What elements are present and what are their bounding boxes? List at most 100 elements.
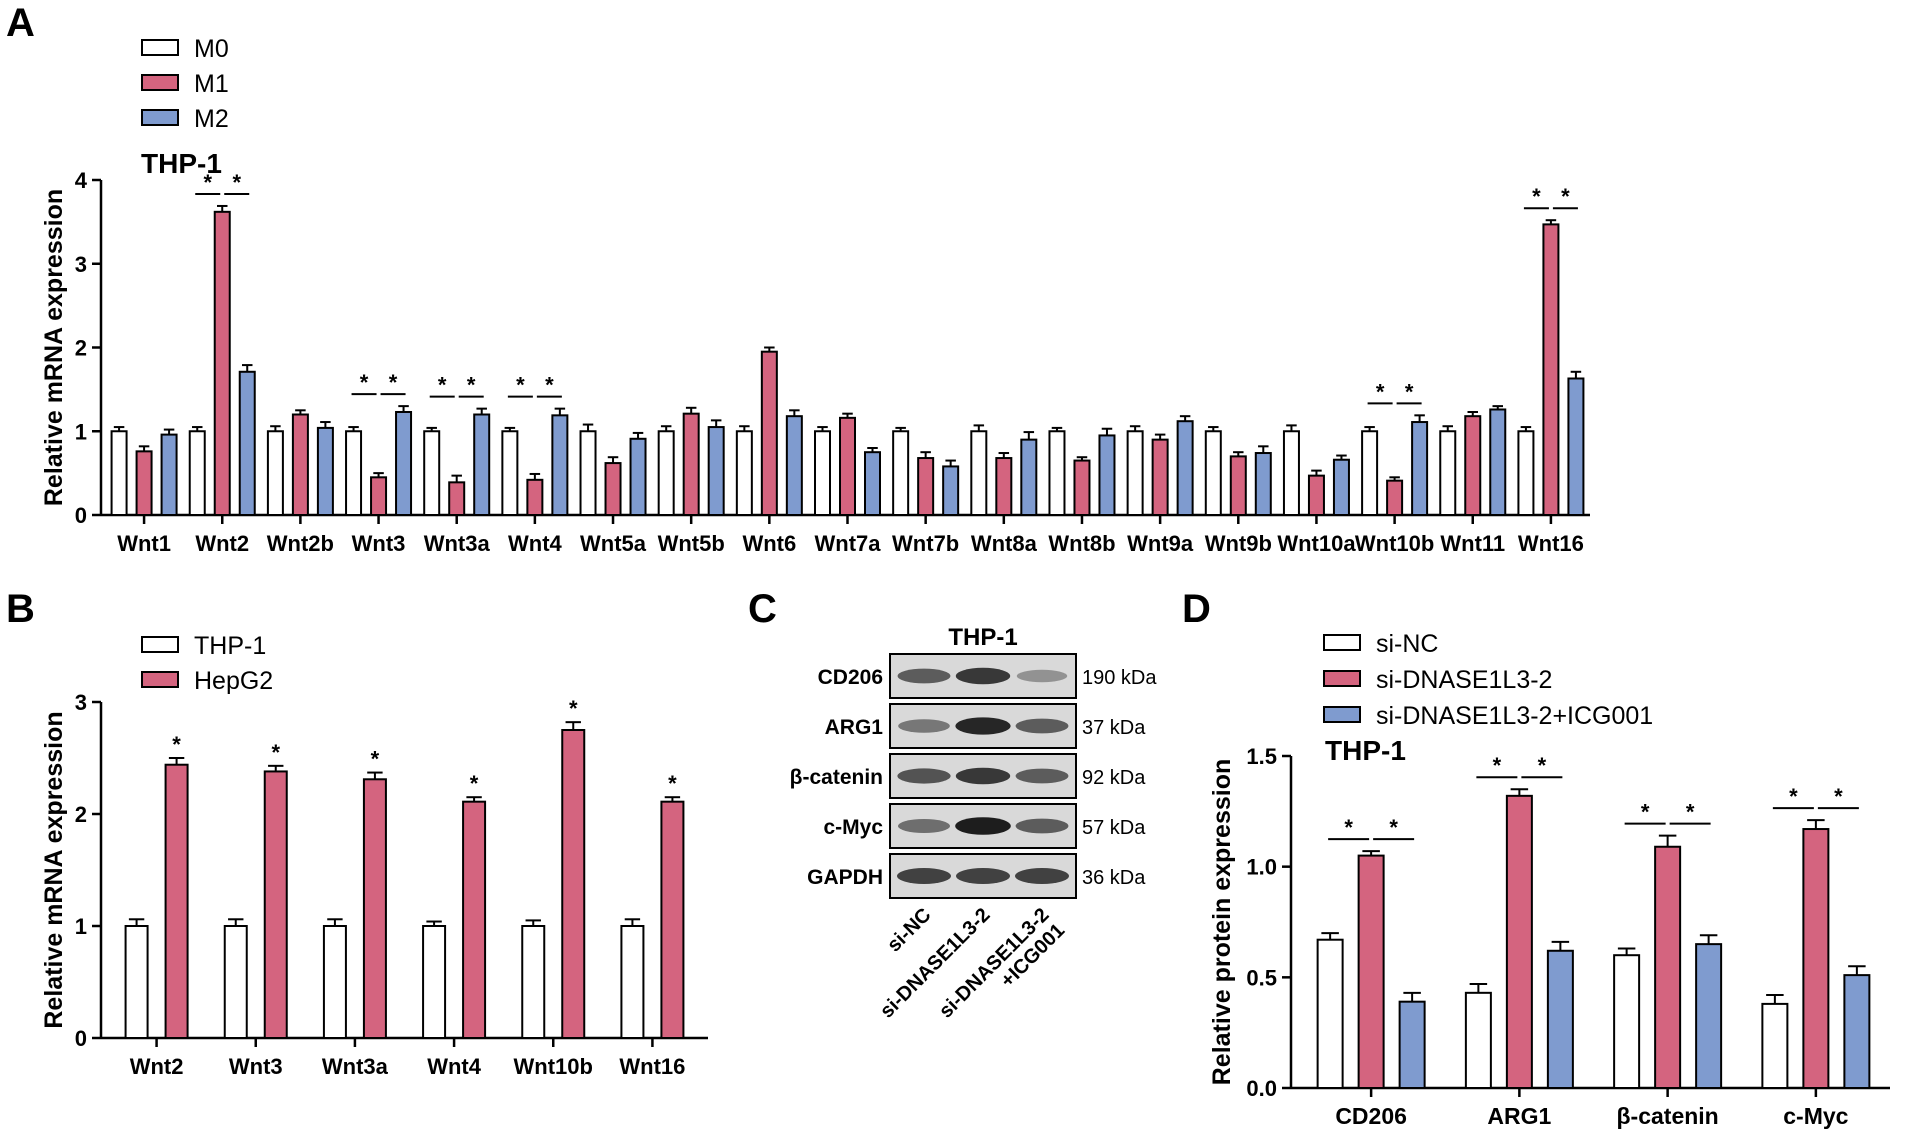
panel-c-western-blot: THP-1 CD206 190 kDa ARG1 37 kDa β-catenin 92 k… [790, 624, 1158, 1038]
blot-size-label: 92 kDa [1082, 767, 1146, 789]
panel-letter-d: D [1182, 587, 1211, 631]
blot-lane-label: si-DNASE1L3-2 [876, 904, 995, 1023]
bar-M1 [213, 210, 231, 516]
y-tick-label: 1.0 [1246, 855, 1277, 880]
bar-M0 [657, 430, 675, 516]
x-tick-label: Wnt8a [971, 531, 1038, 556]
x-tick-label: Wnt10b [1355, 531, 1434, 556]
bar-M2 [238, 370, 256, 516]
x-tick-label: β-catenin [1617, 1103, 1719, 1129]
x-tick-label: Wnt3a [322, 1054, 389, 1079]
bar-M0 [110, 430, 128, 516]
blot-band [897, 668, 951, 684]
x-tick-label: Wnt2b [267, 531, 334, 556]
significance-star: * [668, 771, 677, 796]
blot-band [956, 868, 1010, 884]
bar-M2 [473, 413, 491, 516]
bar-M1 [1229, 455, 1247, 516]
legend-swatch [1323, 670, 1361, 687]
bar-si-DNASE1L3-2 [1505, 794, 1533, 1090]
bar-M2 [160, 433, 178, 517]
bar-THP-1 [124, 925, 149, 1039]
x-tick-label: Wnt5b [658, 531, 725, 556]
panel-b-chart: 0 1 2 3 Relative mRNA expression Wnt2 Wnt3 Wnt3… [40, 632, 708, 1079]
blot-protein-label: GAPDH [807, 866, 883, 889]
bar-M0 [1204, 430, 1222, 516]
blot-band [955, 717, 1011, 735]
blot-band [1015, 818, 1069, 834]
blot-band [897, 768, 951, 784]
bar-M2 [1020, 438, 1038, 516]
bar-M1 [682, 412, 700, 517]
bar-si-DNASE1L3-2 [1802, 828, 1830, 1089]
significance-star: * [1405, 379, 1414, 404]
legend-entry: M1 [194, 70, 229, 98]
legend-swatch [141, 74, 179, 91]
x-tick-label: CD206 [1335, 1103, 1407, 1129]
bar-M0 [1517, 430, 1535, 516]
bar-M1 [448, 481, 466, 516]
bar-M2 [707, 426, 725, 516]
significance-star: * [1344, 815, 1353, 840]
bar-M1 [995, 457, 1013, 516]
bar-M2 [785, 415, 803, 516]
bar-THP-1 [422, 925, 447, 1039]
bar-M0 [1126, 430, 1144, 516]
legend-entry: M0 [194, 35, 229, 63]
bar-M0 [423, 430, 441, 516]
x-tick-label: Wnt4 [508, 531, 563, 556]
blot-protein-label: ARG1 [825, 716, 884, 739]
y-axis-label: Relative mRNA expression [40, 711, 68, 1028]
bar-si-DNASE1L3-2 [1654, 845, 1682, 1089]
y-tick-label: 3 [75, 690, 87, 715]
y-tick-label: 0 [75, 1026, 87, 1051]
bar-HepG2 [263, 770, 288, 1039]
legend-swatch [141, 109, 179, 126]
bar-M0 [735, 430, 753, 516]
significance-star: * [1686, 800, 1695, 825]
significance-star: * [545, 373, 554, 398]
significance-star: * [1538, 753, 1547, 778]
bar-si-NC [1613, 954, 1641, 1090]
legend-entry: M2 [194, 105, 229, 133]
bar-M2 [1411, 421, 1429, 517]
bar-M0 [970, 430, 988, 516]
bar-M0 [1439, 430, 1457, 516]
blot-protein-label: β-catenin [790, 766, 883, 789]
blot-lane-label: si-NC [883, 904, 935, 956]
significance-star: * [470, 771, 479, 796]
y-tick-label: 3 [75, 252, 87, 277]
significance-star: * [569, 696, 578, 721]
bar-THP-1 [620, 925, 645, 1039]
bar-M1 [604, 462, 622, 517]
bar-M1 [370, 476, 388, 516]
significance-star: * [1376, 379, 1385, 404]
x-tick-label: Wnt3 [229, 1054, 283, 1079]
bar-M1 [526, 478, 544, 517]
bar-M0 [892, 430, 910, 516]
bar-M1 [839, 416, 856, 517]
x-tick-label: Wnt10b [514, 1054, 593, 1079]
bar-si-NC [1316, 938, 1344, 1089]
significance-star: * [1561, 184, 1570, 209]
y-axis-label: Relative protein expression [1208, 759, 1236, 1086]
blot-band [898, 819, 950, 833]
blot-lane-label: si-DNASE1L3-2+ICG001 [935, 904, 1069, 1038]
bar-si-DNASE1L3-2+ICG001 [1546, 949, 1574, 1089]
x-tick-label: Wnt3 [352, 531, 406, 556]
significance-star: * [232, 170, 241, 195]
blot-band [1015, 718, 1069, 734]
bar-HepG2 [462, 800, 487, 1039]
x-tick-label: Wnt10a [1277, 531, 1356, 556]
bar-si-DNASE1L3-2+ICG001 [1398, 1000, 1426, 1089]
bar-si-NC [1464, 991, 1492, 1089]
significance-star: * [438, 373, 447, 398]
blot-band [1016, 669, 1068, 683]
chart-title: THP-1 [1325, 735, 1406, 766]
x-tick-label: Wnt8b [1048, 531, 1115, 556]
x-tick-label: Wnt7b [892, 531, 959, 556]
bar-M2 [316, 426, 334, 516]
significance-star: * [1789, 784, 1798, 809]
y-axis-label: Relative mRNA expression [40, 189, 68, 506]
